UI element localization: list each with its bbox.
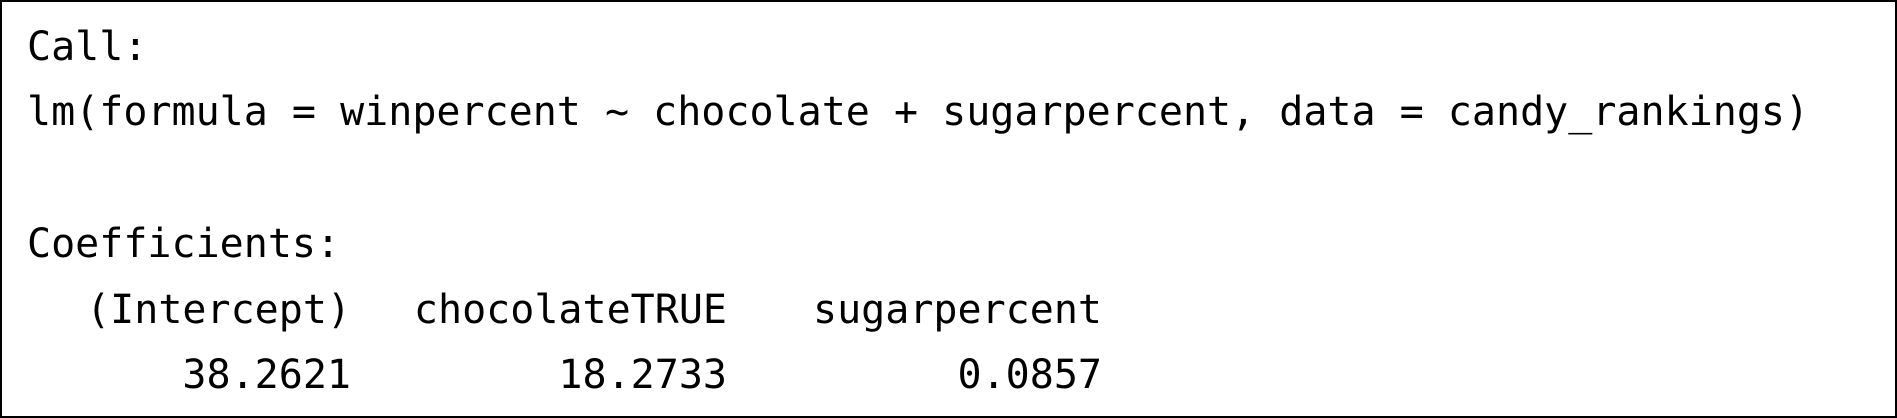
coefficients-label: Coefficients:: [27, 221, 341, 267]
coefficient-value-sugarpercent: 0.0857: [957, 352, 1103, 398]
coefficient-value-intercept: 38.2621: [182, 352, 351, 398]
coefficient-name-intercept: (Intercept): [86, 287, 351, 333]
coefficient-name-chocolate: chocolateTRUE: [413, 287, 727, 333]
coefficient-values-row: 38.2621 18.2733 0.0857: [2, 345, 1897, 405]
coefficient-names-row: (Intercept) chocolateTRUE sugarpercent: [2, 280, 1897, 340]
call-formula: lm(formula = winpercent ~ chocolate + su…: [27, 89, 1810, 135]
coefficient-value-chocolate: 18.2733: [558, 352, 727, 398]
call-label: Call:: [27, 24, 148, 70]
coefficient-name-sugarpercent: sugarpercent: [813, 287, 1102, 333]
